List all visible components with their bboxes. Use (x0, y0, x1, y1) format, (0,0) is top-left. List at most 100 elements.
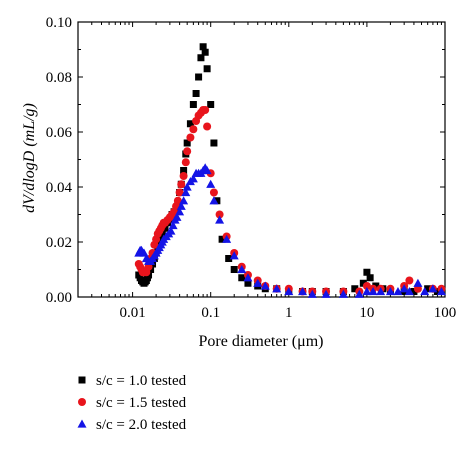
square-marker (195, 73, 203, 81)
y-tick-label: 0.04 (46, 180, 73, 196)
plot-frame (77, 21, 446, 298)
triangle-marker (368, 287, 378, 296)
triangle-marker (172, 212, 182, 221)
legend-label: s/c = 1.5 tested (96, 395, 187, 411)
triangle-marker (209, 196, 219, 205)
legend-label: s/c = 2.0 tested (96, 417, 187, 433)
circle-marker (362, 282, 371, 290)
triangle-marker (436, 287, 446, 296)
square-marker (192, 90, 200, 97)
square-marker (197, 54, 205, 62)
square-marker (424, 285, 432, 293)
triangle-marker (420, 287, 430, 296)
square-marker (186, 120, 194, 128)
square-marker (158, 230, 166, 238)
triangle-marker (260, 281, 270, 290)
square-marker (244, 279, 252, 287)
triangle-marker (206, 179, 216, 188)
triangle-marker (229, 251, 239, 260)
square-marker (199, 43, 207, 51)
x-tick-label: 100 (434, 305, 457, 321)
circle-marker (209, 188, 218, 197)
square-marker (359, 279, 367, 287)
triangle-marker (284, 287, 294, 296)
x-tick-label: 1 (285, 305, 293, 321)
series-1 (135, 43, 441, 295)
data-points (134, 43, 446, 298)
y-tick-label: 0.02 (46, 235, 72, 251)
circle-marker (405, 276, 414, 285)
triangle-marker (354, 289, 364, 298)
circle-marker (183, 147, 192, 156)
square-marker (230, 266, 238, 273)
triangle-marker (362, 287, 372, 296)
circle-marker (189, 125, 198, 134)
triangle-marker (393, 287, 403, 296)
triangle-marker (175, 207, 185, 216)
circle-marker (203, 122, 212, 131)
square-marker (189, 101, 197, 108)
circle-marker (177, 180, 186, 189)
triangle-marker (376, 287, 386, 296)
triangle-marker (237, 265, 247, 274)
x-axis: 0.01 0.1 1 10 100 (77, 22, 457, 321)
circle-marker (175, 188, 184, 197)
triangle-marker (182, 182, 192, 191)
legend-marker-square (78, 376, 86, 384)
y-tick-label: 0.00 (46, 290, 72, 306)
triangle-marker (253, 278, 263, 287)
x-tick-label: 0.01 (119, 305, 145, 321)
triangle-marker (404, 287, 414, 296)
triangle-marker (215, 215, 225, 224)
legend-label: s/c = 1.0 tested (96, 373, 187, 389)
square-marker (207, 101, 215, 108)
plot-border (77, 21, 446, 298)
legend: s/c = 1.0 tested s/c = 1.5 tested s/c = 2.… (77, 373, 187, 433)
x-tick-label: 0.1 (201, 305, 220, 321)
triangle-marker (399, 284, 409, 293)
triangle-marker (272, 284, 282, 293)
circle-marker (173, 196, 182, 205)
triangle-marker (166, 226, 176, 235)
square-marker (210, 139, 218, 147)
x-tick-label: 10 (359, 305, 374, 321)
triangle-marker (202, 166, 212, 175)
square-marker (363, 268, 371, 276)
triangle-marker (338, 289, 348, 298)
triangle-marker (298, 287, 308, 296)
square-marker (225, 255, 233, 262)
triangle-marker (188, 174, 198, 183)
triangle-marker (321, 289, 331, 298)
triangle-marker (222, 234, 232, 243)
square-marker (238, 274, 246, 282)
triangle-marker (413, 278, 423, 287)
triangle-marker (181, 188, 191, 197)
square-marker (218, 235, 226, 243)
square-marker (410, 288, 418, 295)
triangle-marker (168, 221, 178, 230)
circle-marker (181, 158, 190, 167)
series-3 (134, 163, 446, 298)
square-marker (180, 167, 188, 174)
square-marker (213, 197, 221, 205)
triangle-marker (176, 201, 186, 210)
triangle-marker (385, 287, 395, 296)
legend-marker-circle (78, 398, 86, 406)
square-marker (203, 65, 211, 73)
square-marker (155, 238, 163, 246)
square-marker (433, 288, 441, 295)
y-axis: 0.00 0.02 0.04 0.06 0.08 0.10 (46, 15, 445, 306)
square-marker (183, 139, 191, 147)
y-axis-label: dV/dlogD (mL/g) (21, 103, 38, 213)
triangle-marker (428, 284, 438, 293)
triangle-marker (307, 289, 317, 298)
square-marker (201, 48, 209, 56)
circle-marker (179, 172, 188, 180)
square-marker (366, 274, 374, 282)
triangle-marker (243, 273, 253, 282)
y-tick-label: 0.06 (46, 125, 73, 141)
circle-marker (201, 106, 210, 114)
square-marker (351, 285, 359, 293)
y-tick-label: 0.08 (46, 70, 72, 86)
